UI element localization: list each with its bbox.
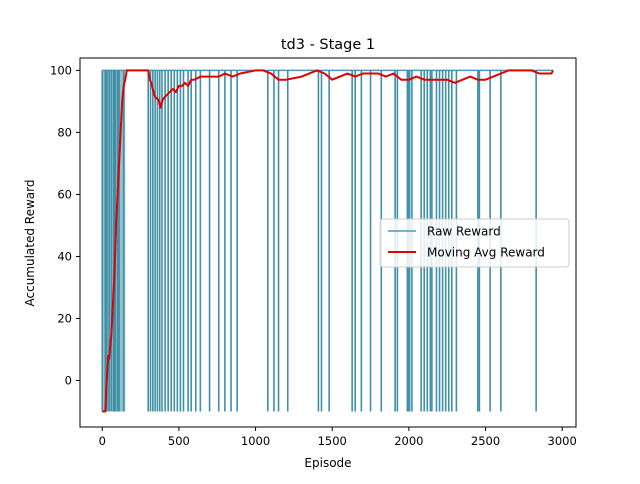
y-tick-label: 60: [57, 187, 72, 201]
legend-box: [379, 218, 570, 268]
y-tick-label: 80: [57, 125, 72, 139]
y-tick-label: 20: [57, 311, 72, 325]
plot-frame: [79, 57, 577, 428]
chart-title: td3 - Stage 1: [281, 37, 375, 53]
x-tick-label: 0: [99, 434, 106, 448]
legend-raw-label: Raw Reward: [427, 225, 501, 239]
x-tick-label: 1500: [318, 434, 347, 448]
y-tick-label: 100: [50, 63, 72, 77]
x-tick-label: 3000: [548, 434, 577, 448]
x-tick-label: 500: [168, 434, 190, 448]
y-tick-label: 40: [57, 249, 72, 263]
x-tick-label: 2500: [471, 434, 500, 448]
x-axis-label: Episode: [304, 456, 351, 470]
moving-avg-line: [102, 69, 554, 413]
legend: Raw Reward Moving Avg Reward: [379, 218, 570, 268]
axis-ticks: 0 500 1000 1500 2000 2500 3000 0 20 40 60 80 100: [50, 63, 577, 448]
legend-avg-label: Moving Avg Reward: [427, 246, 545, 260]
y-axis-label: Accumulated Reward: [23, 180, 37, 307]
y-tick-label: 0: [65, 373, 72, 387]
x-tick-label: 2000: [394, 434, 423, 448]
x-tick-label: 1000: [241, 434, 270, 448]
